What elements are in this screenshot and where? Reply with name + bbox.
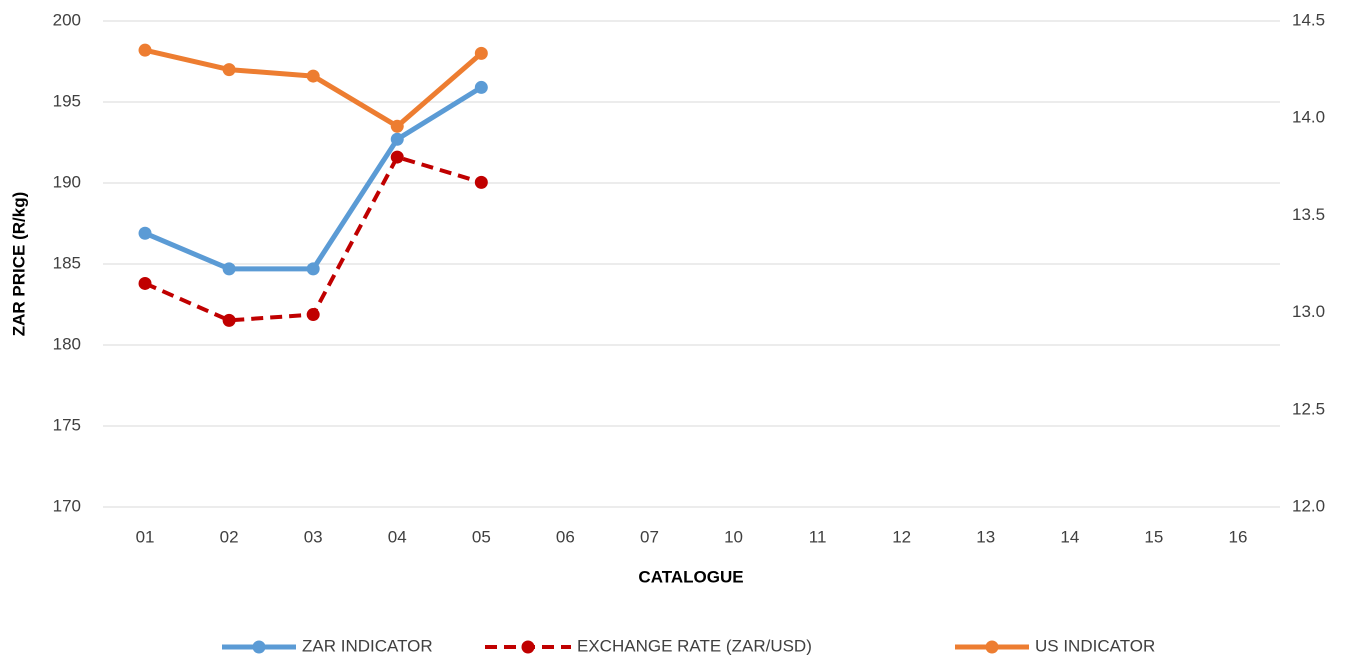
x-tick-label: 03: [304, 527, 323, 546]
y-tick-label: 180: [53, 334, 81, 353]
data-point: [138, 226, 152, 240]
x-tick-label: 15: [1144, 527, 1163, 546]
data-point: [306, 262, 320, 276]
data-point: [222, 262, 236, 276]
legend-label: ZAR INDICATOR: [302, 636, 433, 655]
y-tick-label: 190: [53, 172, 81, 191]
x-tick-label: 06: [556, 527, 575, 546]
series-line: [144, 155, 482, 323]
legend-marker: [252, 640, 266, 654]
x-tick-label: 04: [388, 527, 407, 546]
series-line: [144, 47, 483, 129]
data-point: [306, 69, 320, 83]
x-tick-label: 12: [892, 527, 911, 546]
y-axis-title: ZAR PRICE (R/kg): [9, 192, 28, 337]
y2-tick-label: 12.0: [1292, 496, 1325, 515]
y-tick-label: 170: [53, 496, 81, 515]
data-point: [138, 43, 152, 57]
data-point: [390, 150, 404, 164]
x-tick-label: 11: [809, 527, 827, 546]
y-tick-label: 195: [53, 91, 81, 110]
y2-tick-label: 12.5: [1292, 399, 1325, 418]
data-point: [222, 313, 236, 327]
data-point: [222, 63, 236, 77]
legend-label: EXCHANGE RATE (ZAR/USD): [577, 636, 812, 655]
data-point: [138, 276, 152, 290]
x-axis-title: CATALOGUE: [638, 567, 743, 586]
y-tick-label: 185: [53, 253, 81, 272]
x-tick-label: 10: [724, 527, 743, 546]
legend-marker: [985, 640, 999, 654]
series-line: [144, 85, 483, 272]
data-point: [390, 119, 404, 133]
legend-marker: [521, 640, 535, 654]
data-point: [390, 132, 404, 146]
y2-tick-label: 13.0: [1292, 302, 1325, 321]
data-point: [474, 46, 488, 60]
y-tick-label: 200: [53, 10, 81, 29]
legend-label: US INDICATOR: [1035, 636, 1155, 655]
data-point: [474, 175, 488, 189]
x-tick-label: 01: [136, 527, 155, 546]
x-tick-label: 05: [472, 527, 491, 546]
x-tick-label: 13: [976, 527, 995, 546]
y-tick-label: 175: [53, 415, 81, 434]
y2-tick-label: 14.0: [1292, 108, 1325, 127]
x-tick-label: 16: [1229, 527, 1248, 546]
data-point: [474, 80, 488, 94]
y2-tick-label: 13.5: [1292, 205, 1325, 224]
x-tick-label: 14: [1060, 527, 1079, 546]
x-tick-label: 07: [640, 527, 659, 546]
x-tick-label: 02: [220, 527, 239, 546]
y2-tick-label: 14.5: [1292, 10, 1325, 29]
data-point: [306, 308, 320, 322]
